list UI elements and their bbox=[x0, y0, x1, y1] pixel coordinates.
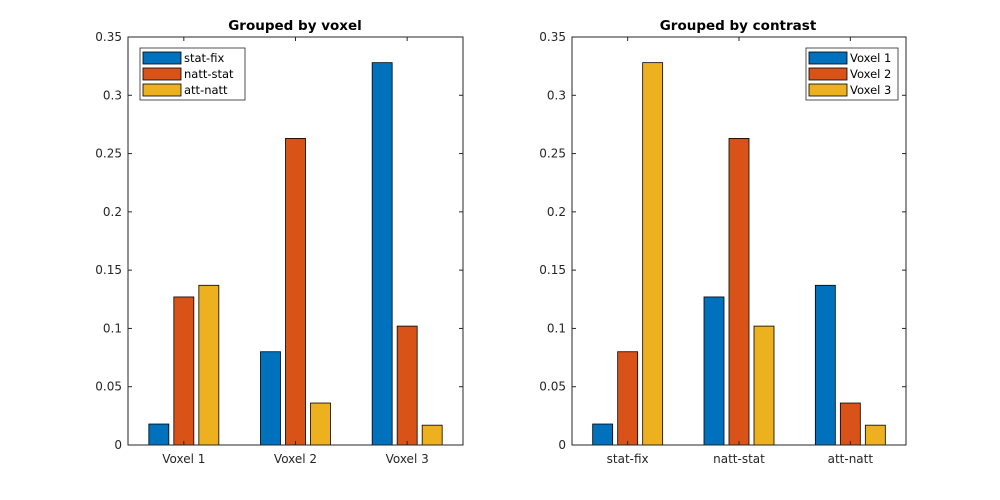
legend: stat-fix natt-stat att-natt bbox=[139, 47, 246, 101]
y-tick-label: 0.15 bbox=[539, 263, 566, 277]
y-tick-label: 0.25 bbox=[539, 147, 566, 161]
bar-stat-fix-voxel-1 bbox=[148, 423, 170, 446]
legend-label: Voxel 1 bbox=[850, 51, 891, 65]
bar-voxel-3-natt-stat bbox=[753, 325, 775, 446]
y-tick-label: 0.35 bbox=[539, 30, 566, 44]
y-tick-label: 0 bbox=[558, 438, 566, 452]
y-axis: 0 0.05 0.1 0.15 0.2 0.25 0.3 0.35 bbox=[539, 30, 906, 452]
chart-grouped-by-contrast: Grouped by contrast 00.050.10.150.20.250… bbox=[539, 18, 907, 466]
y-tick-label: 0.35 bbox=[95, 30, 122, 44]
bar-natt-stat-voxel-3 bbox=[396, 325, 418, 446]
bar-voxel-1-att-natt bbox=[814, 284, 836, 446]
y-tick-label: 0.05 bbox=[95, 380, 122, 394]
bar-voxel-3-stat-fix bbox=[642, 62, 664, 446]
x-tick-label: att-natt bbox=[828, 452, 874, 466]
legend-label: Voxel 2 bbox=[850, 67, 891, 81]
chart-grouped-by-voxel: Grouped by voxel 00.050.10.150.20.250.30… bbox=[95, 18, 464, 466]
x-tick-label: Voxel 3 bbox=[386, 452, 429, 466]
bar-voxel-1-stat-fix bbox=[592, 423, 614, 446]
y-tick-label: 0.3 bbox=[103, 88, 122, 102]
y-tick-label: 0.25 bbox=[95, 147, 122, 161]
bars bbox=[592, 62, 886, 446]
bar-natt-stat-voxel-1 bbox=[173, 296, 195, 446]
y-tick-label: 0.1 bbox=[103, 321, 122, 335]
legend-label: natt-stat bbox=[184, 67, 234, 81]
bar-att-natt-voxel-3 bbox=[421, 424, 443, 446]
y-tick-label: 0 bbox=[114, 438, 122, 452]
bar-att-natt-voxel-2 bbox=[310, 402, 331, 446]
legend-label: att-natt bbox=[184, 83, 228, 97]
y-tick-label: 0.2 bbox=[103, 205, 122, 219]
y-tick-label: 0.15 bbox=[95, 263, 122, 277]
bar-stat-fix-voxel-2 bbox=[260, 351, 281, 446]
legend-swatch bbox=[142, 51, 182, 65]
y-tick-label: 0.3 bbox=[547, 88, 566, 102]
bar-stat-fix-voxel-3 bbox=[371, 62, 393, 446]
bar-voxel-1-natt-stat bbox=[703, 296, 725, 446]
legend-swatch bbox=[808, 51, 848, 65]
bar-natt-stat-voxel-2 bbox=[285, 138, 306, 446]
chart-title: Grouped by voxel bbox=[228, 18, 362, 34]
y-tick-label: 0.1 bbox=[547, 321, 566, 335]
x-tick-label: Voxel 1 bbox=[162, 452, 205, 466]
y-tick-label: 0.2 bbox=[547, 205, 566, 219]
y-axis: 0 0.05 0.1 0.15 0.2 0.25 0.3 0.35 bbox=[95, 30, 463, 452]
x-tick-label: Voxel 2 bbox=[274, 452, 317, 466]
bar-voxel-2-stat-fix bbox=[617, 351, 639, 446]
x-tick-label: natt-stat bbox=[713, 452, 765, 466]
bar-voxel-2-att-natt bbox=[839, 402, 861, 446]
y-tick-label: 0.05 bbox=[539, 380, 566, 394]
legend-swatch bbox=[808, 67, 848, 81]
legend-label: Voxel 3 bbox=[850, 83, 891, 97]
legend-swatch bbox=[142, 67, 182, 81]
bar-att-natt-voxel-1 bbox=[198, 284, 220, 446]
legend: Voxel 1 Voxel 2 Voxel 3 bbox=[805, 47, 899, 101]
bar-voxel-2-natt-stat bbox=[728, 138, 750, 446]
bars bbox=[148, 62, 443, 446]
legend-label: stat-fix bbox=[184, 51, 224, 65]
chart-title: Grouped by contrast bbox=[660, 18, 817, 34]
x-axis: stat-fix natt-stat att-natt bbox=[607, 37, 874, 466]
x-tick-label: stat-fix bbox=[607, 452, 649, 466]
x-axis: Voxel 1 Voxel 2 Voxel 3 bbox=[162, 37, 429, 466]
legend-swatch bbox=[808, 83, 848, 97]
bar-voxel-3-att-natt bbox=[864, 424, 886, 446]
legend-swatch bbox=[142, 83, 182, 97]
